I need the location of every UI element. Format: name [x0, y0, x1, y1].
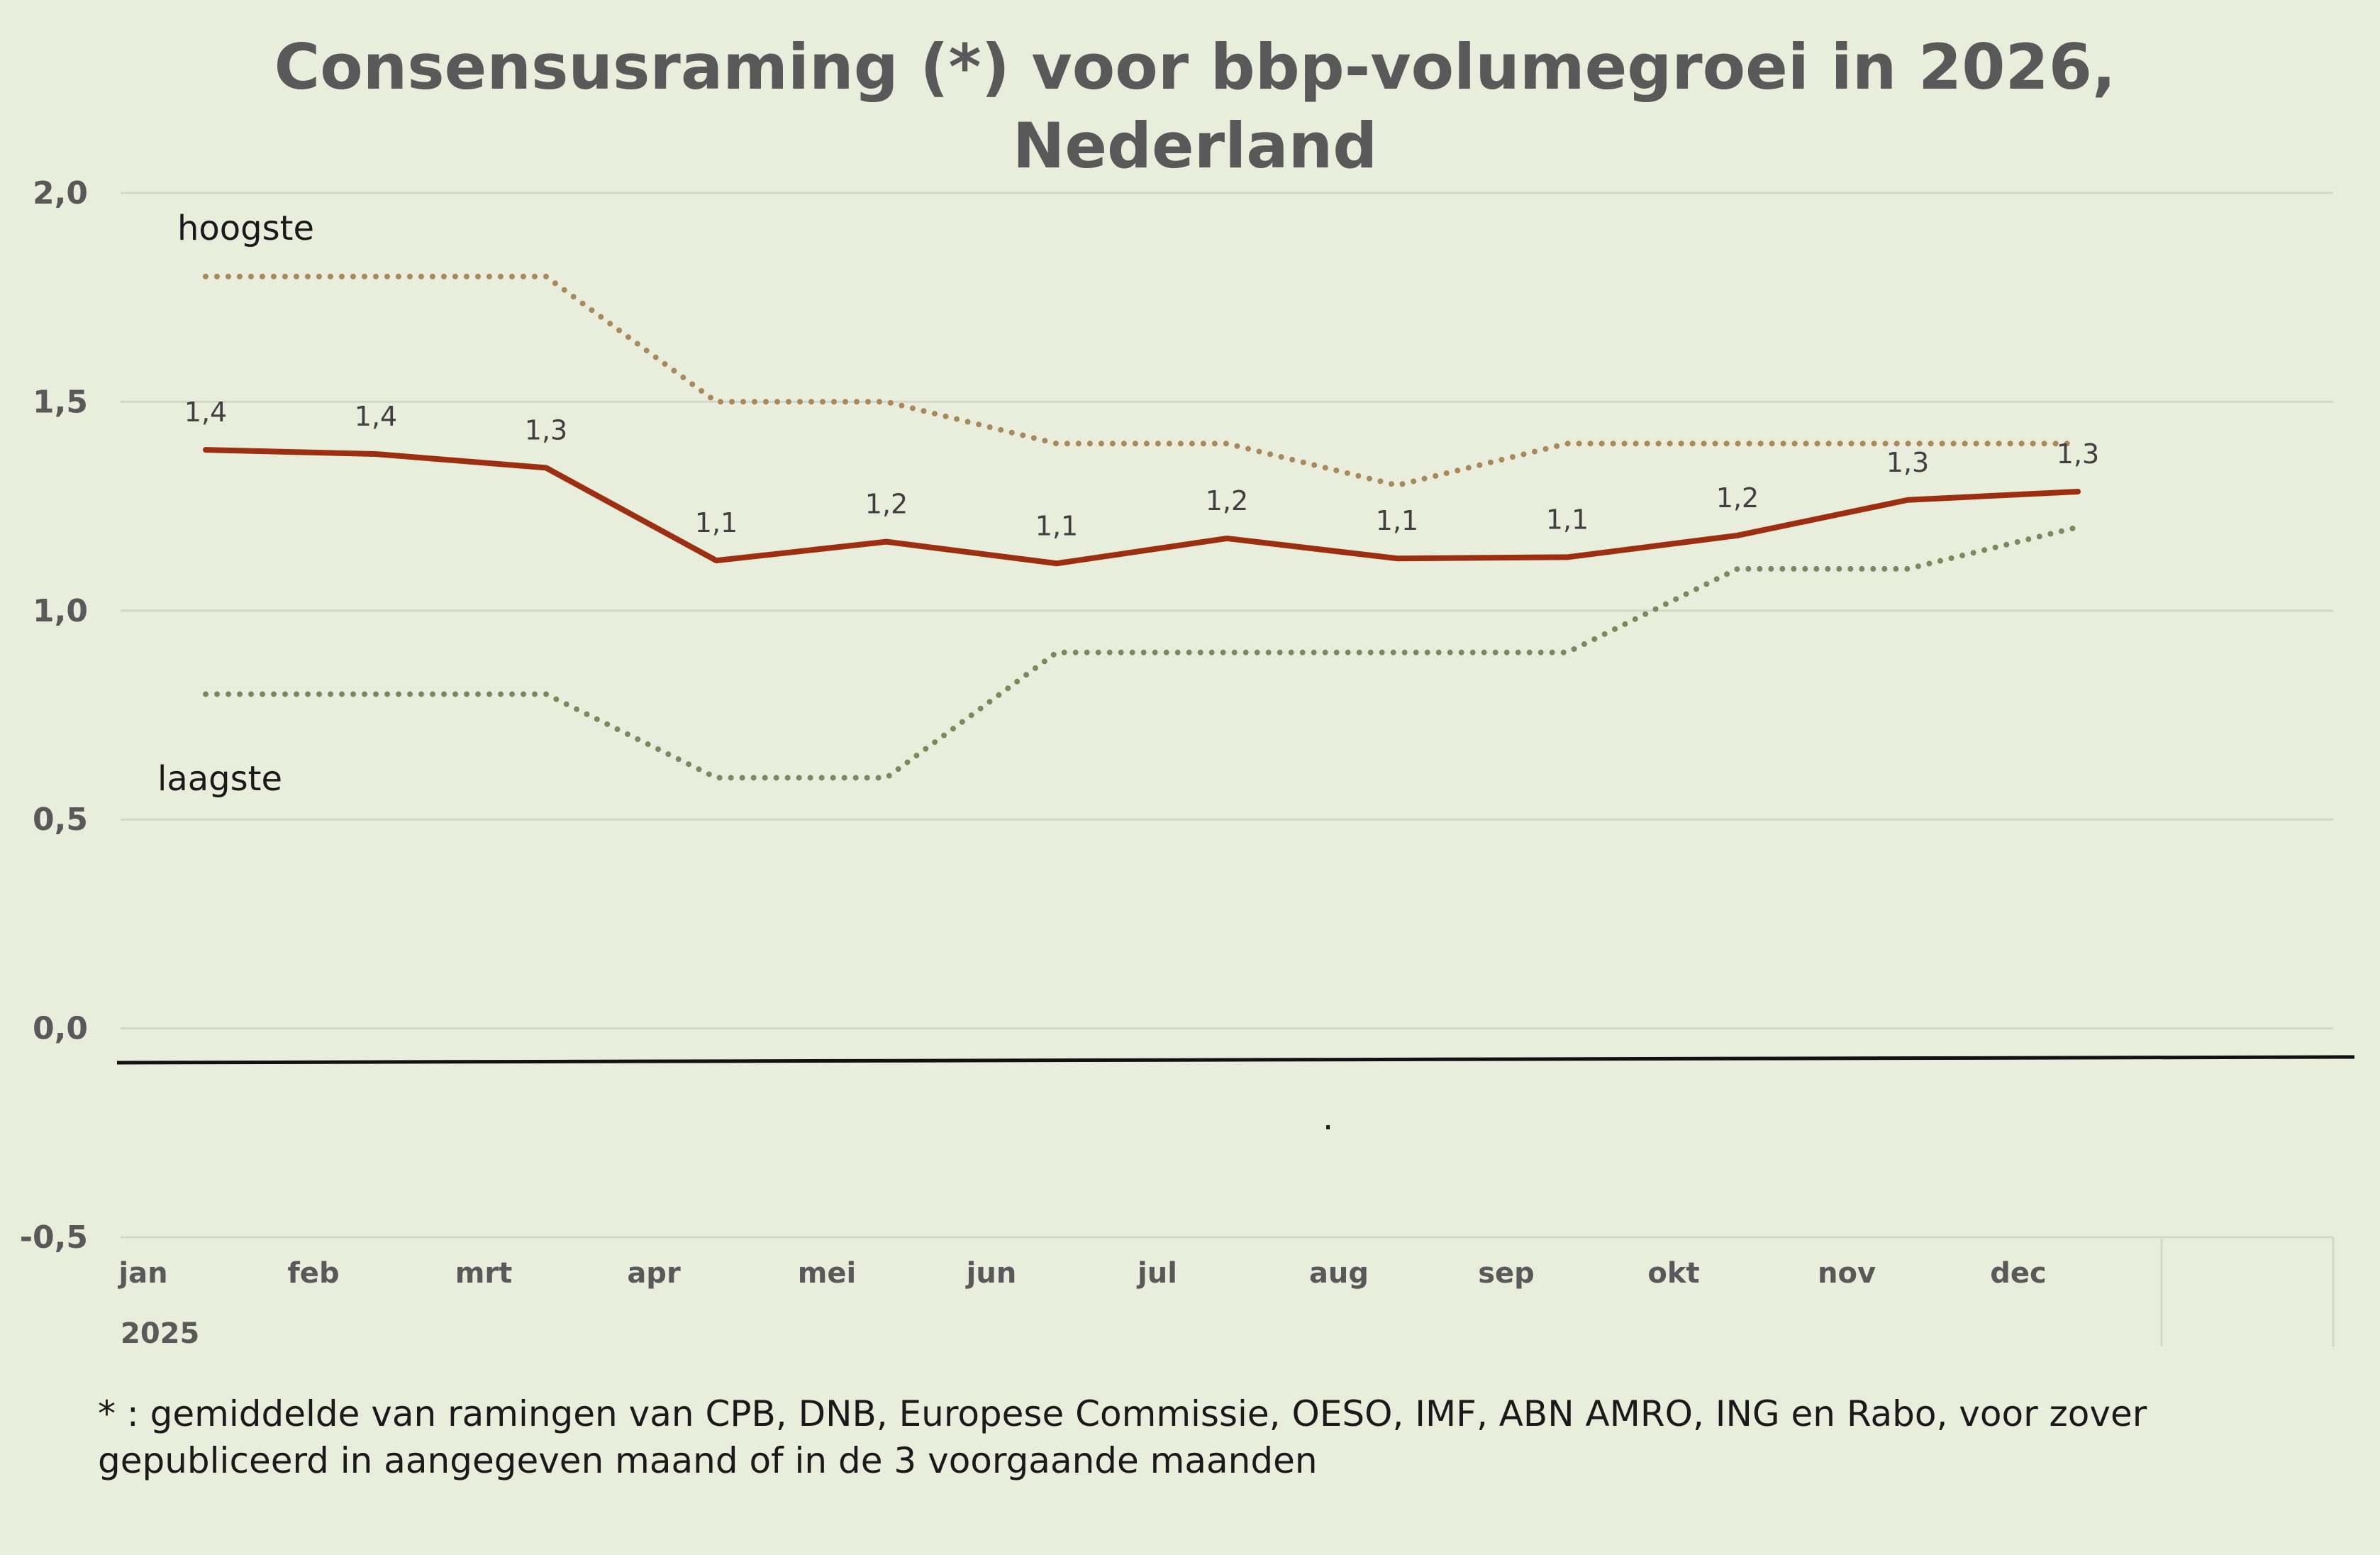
data-label: 1,1 — [695, 507, 738, 538]
x-tick-label: jul — [1136, 1257, 1177, 1290]
chart-title-line2: Nederland — [1013, 109, 1378, 182]
chart-title: Consensusraming (*) voor bbp-volumegroei… — [274, 31, 2116, 104]
footnote-line2: gepubliceerd in aangegeven maand of in d… — [98, 1440, 1318, 1481]
x-tick-label: aug — [1309, 1257, 1369, 1290]
x-tick-label: jun — [965, 1257, 1017, 1290]
x-tick-label: feb — [287, 1257, 339, 1290]
data-label: 1,1 — [1035, 510, 1078, 541]
data-label: 1,3 — [525, 414, 567, 446]
y-axis-ticks: 2,0 1,5 1,0 0,5 0,0 -0,5 — [20, 175, 88, 1256]
series-line-consensus — [203, 447, 2081, 567]
annotation-laagste: laagste — [157, 759, 282, 799]
data-label: 1,3 — [2057, 438, 2099, 470]
data-label: 1,4 — [184, 397, 227, 428]
y-tick-label: 0,5 — [33, 802, 88, 838]
series-lines — [203, 273, 2081, 781]
series-line-laagste — [203, 524, 2081, 781]
x-tick-label: jan — [117, 1257, 167, 1290]
y-tick-label: -0,5 — [20, 1219, 88, 1256]
black-baseline — [116, 1055, 2355, 1065]
data-label: 1,1 — [1376, 505, 1418, 536]
x-axis-ticks: jan feb mrt apr mei jun jul aug sep okt nov dec — [117, 1257, 2046, 1290]
annotation-dot: . — [1323, 1098, 1333, 1138]
y-tick-label: 2,0 — [33, 175, 88, 211]
x-axis-group-label: 2025 — [121, 1317, 199, 1350]
y-tick-label: 1,5 — [33, 384, 88, 420]
data-label: 1,2 — [1206, 485, 1248, 516]
footnote: * : gemiddelde van ramingen van CPB, DNB… — [98, 1390, 2296, 1484]
annotation-hoogste: hoogste — [177, 209, 314, 248]
x-tick-label: okt — [1647, 1257, 1699, 1290]
data-labels: 1,4 1,4 1,3 1,1 1,2 1,1 1,2 1,1 1,1 1,2 1,3 1,3 — [184, 397, 2099, 541]
gridlines — [121, 192, 2335, 1346]
x-tick-label: mei — [798, 1257, 857, 1290]
footnote-line1: * : gemiddelde van ramingen van CPB, DNB… — [98, 1393, 2147, 1434]
y-tick-label: 0,0 — [33, 1011, 88, 1047]
data-label: 1,2 — [865, 489, 908, 520]
series-line-hoogste — [203, 273, 2081, 489]
y-tick-label: 1,0 — [33, 593, 88, 629]
x-tick-label: dec — [1990, 1257, 2046, 1290]
data-label: 1,3 — [1886, 447, 1929, 478]
x-tick-label: apr — [627, 1257, 681, 1290]
data-label: 1,1 — [1546, 504, 1589, 535]
x-tick-label: nov — [1818, 1257, 1876, 1290]
x-tick-label: mrt — [455, 1257, 513, 1290]
data-label: 1,2 — [1716, 482, 1759, 514]
data-label: 1,4 — [355, 401, 397, 432]
x-tick-label: sep — [1478, 1257, 1535, 1290]
